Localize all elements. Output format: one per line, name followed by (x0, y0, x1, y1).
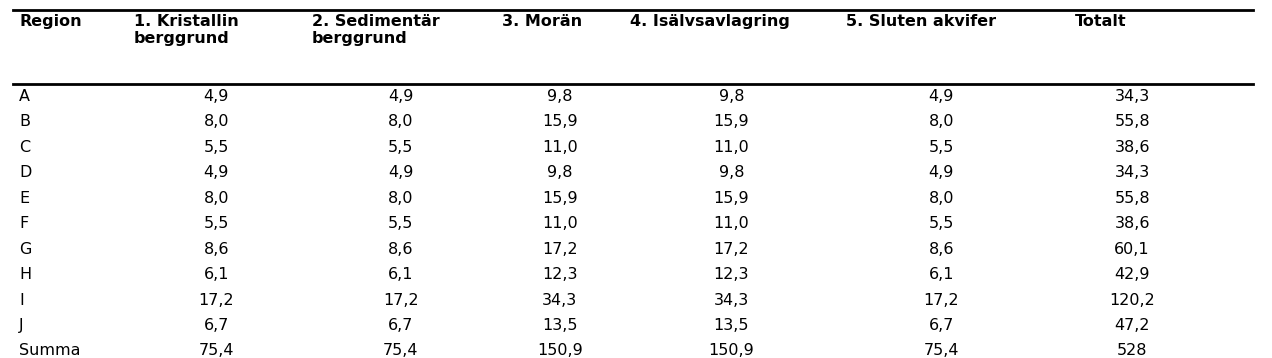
Text: 4,9: 4,9 (204, 89, 229, 104)
Text: 60,1: 60,1 (1114, 242, 1150, 257)
Text: 17,2: 17,2 (714, 242, 749, 257)
Text: F: F (19, 216, 28, 231)
Text: 34,3: 34,3 (714, 292, 749, 308)
Text: 17,2: 17,2 (542, 242, 577, 257)
Text: 5,5: 5,5 (929, 216, 954, 231)
Text: 4,9: 4,9 (204, 165, 229, 180)
Text: 4. Isälvsavlagring: 4. Isälvsavlagring (630, 14, 790, 29)
Text: 5,5: 5,5 (204, 140, 229, 155)
Text: Totalt: Totalt (1075, 14, 1127, 29)
Text: 3. Morän: 3. Morän (502, 14, 583, 29)
Text: 9,8: 9,8 (719, 165, 744, 180)
Text: 8,6: 8,6 (204, 242, 229, 257)
Text: 4,9: 4,9 (388, 89, 413, 104)
Text: 150,9: 150,9 (537, 343, 583, 358)
Text: 38,6: 38,6 (1114, 140, 1150, 155)
Text: 6,7: 6,7 (388, 318, 413, 333)
Text: 5. Sluten akvifer: 5. Sluten akvifer (846, 14, 996, 29)
Text: 8,0: 8,0 (388, 191, 413, 206)
Text: 11,0: 11,0 (714, 216, 749, 231)
Text: 9,8: 9,8 (547, 89, 572, 104)
Text: 8,6: 8,6 (388, 242, 413, 257)
Text: 17,2: 17,2 (198, 292, 234, 308)
Text: 34,3: 34,3 (1114, 165, 1150, 180)
Text: 9,8: 9,8 (547, 165, 572, 180)
Text: 11,0: 11,0 (542, 140, 577, 155)
Text: 8,0: 8,0 (204, 114, 229, 129)
Text: 6,1: 6,1 (204, 267, 229, 282)
Text: 15,9: 15,9 (542, 191, 577, 206)
Text: 120,2: 120,2 (1109, 292, 1155, 308)
Text: 150,9: 150,9 (709, 343, 754, 358)
Text: 15,9: 15,9 (542, 114, 577, 129)
Text: D: D (19, 165, 32, 180)
Text: J: J (19, 318, 24, 333)
Text: 47,2: 47,2 (1114, 318, 1150, 333)
Text: Region: Region (19, 14, 81, 29)
Text: 75,4: 75,4 (383, 343, 418, 358)
Text: E: E (19, 191, 29, 206)
Text: 12,3: 12,3 (714, 267, 749, 282)
Text: 55,8: 55,8 (1114, 191, 1150, 206)
Text: 13,5: 13,5 (714, 318, 749, 333)
Text: 5,5: 5,5 (388, 216, 413, 231)
Text: 11,0: 11,0 (542, 216, 577, 231)
Text: 5,5: 5,5 (388, 140, 413, 155)
Text: 34,3: 34,3 (542, 292, 577, 308)
Text: H: H (19, 267, 32, 282)
Text: 2. Sedimentär
berggrund: 2. Sedimentär berggrund (312, 14, 439, 46)
Text: 8,6: 8,6 (929, 242, 954, 257)
Text: 8,0: 8,0 (204, 191, 229, 206)
Text: 42,9: 42,9 (1114, 267, 1150, 282)
Text: 5,5: 5,5 (929, 140, 954, 155)
Text: C: C (19, 140, 31, 155)
Text: 528: 528 (1117, 343, 1147, 358)
Text: B: B (19, 114, 31, 129)
Text: 6,1: 6,1 (388, 267, 413, 282)
Text: 9,8: 9,8 (719, 89, 744, 104)
Text: 75,4: 75,4 (198, 343, 234, 358)
Text: 4,9: 4,9 (388, 165, 413, 180)
Text: A: A (19, 89, 31, 104)
Text: 12,3: 12,3 (542, 267, 577, 282)
Text: 15,9: 15,9 (714, 191, 749, 206)
Text: 13,5: 13,5 (542, 318, 577, 333)
Text: 17,2: 17,2 (923, 292, 959, 308)
Text: 34,3: 34,3 (1114, 89, 1150, 104)
Text: 15,9: 15,9 (714, 114, 749, 129)
Text: Summa: Summa (19, 343, 80, 358)
Text: I: I (19, 292, 24, 308)
Text: G: G (19, 242, 32, 257)
Text: 4,9: 4,9 (929, 165, 954, 180)
Text: 38,6: 38,6 (1114, 216, 1150, 231)
Text: 5,5: 5,5 (204, 216, 229, 231)
Text: 4,9: 4,9 (929, 89, 954, 104)
Text: 55,8: 55,8 (1114, 114, 1150, 129)
Text: 17,2: 17,2 (383, 292, 418, 308)
Text: 8,0: 8,0 (388, 114, 413, 129)
Text: 75,4: 75,4 (923, 343, 959, 358)
Text: 6,1: 6,1 (929, 267, 954, 282)
Text: 11,0: 11,0 (714, 140, 749, 155)
Text: 6,7: 6,7 (204, 318, 229, 333)
Text: 1. Kristallin
berggrund: 1. Kristallin berggrund (134, 14, 238, 46)
Text: 6,7: 6,7 (929, 318, 954, 333)
Text: 8,0: 8,0 (929, 114, 954, 129)
Text: 8,0: 8,0 (929, 191, 954, 206)
